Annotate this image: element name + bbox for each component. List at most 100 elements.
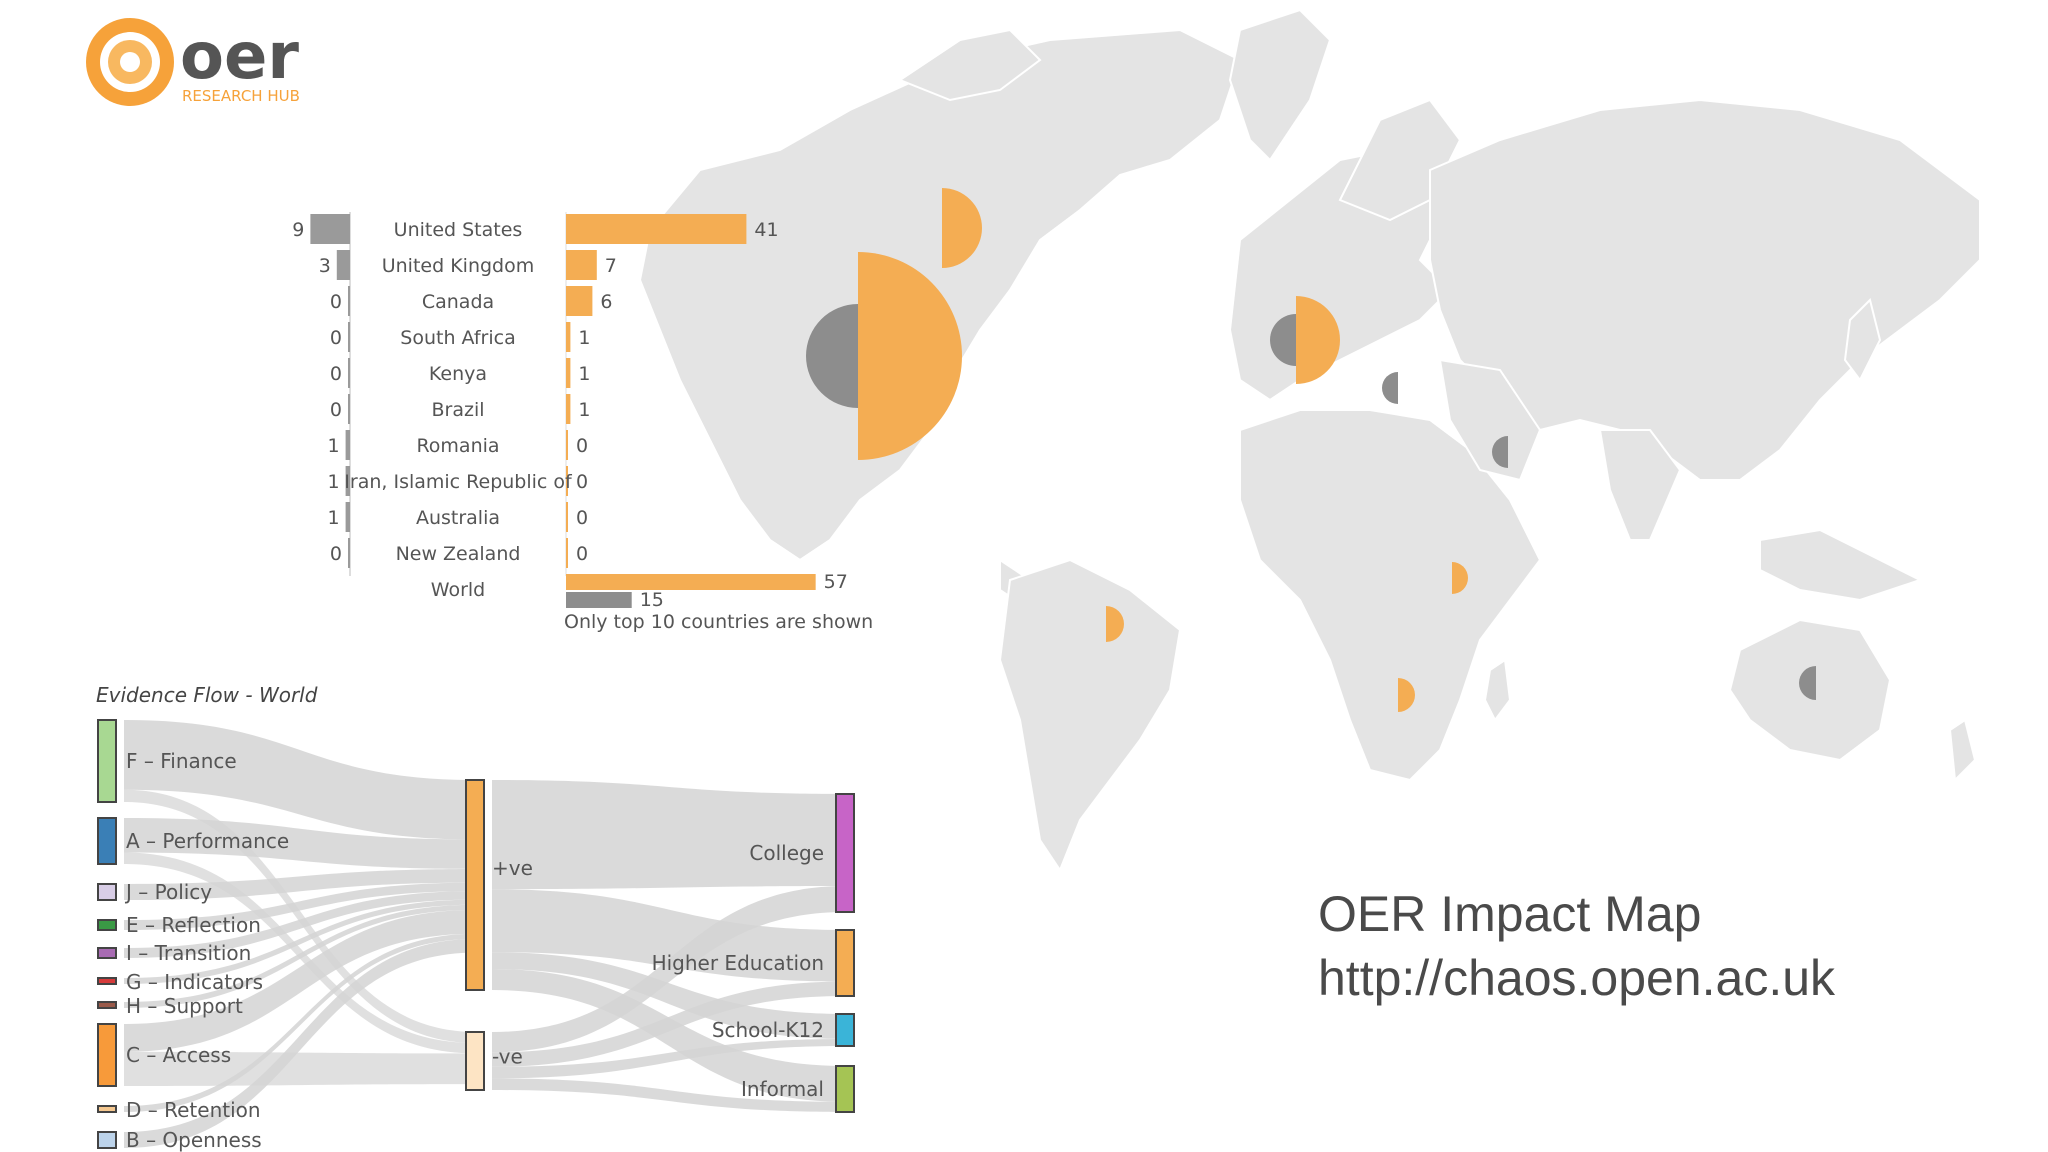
marker-uk-positive	[1296, 296, 1340, 384]
country-label: Kenya	[429, 363, 487, 385]
bar-negative	[345, 502, 350, 532]
sankey-target-node	[835, 1065, 855, 1113]
bar-positive	[566, 502, 568, 532]
value-label-negative: 0	[330, 363, 342, 385]
sankey-flow	[124, 891, 476, 958]
bar-negative	[348, 394, 350, 424]
sankey-middle-label: -ve	[492, 1044, 523, 1068]
sankey-source-node	[97, 817, 117, 865]
sankey-source-node	[97, 1023, 117, 1087]
sankey-flow	[492, 886, 846, 1053]
sankey-flow	[124, 1051, 476, 1086]
value-label-negative: 3	[319, 255, 331, 277]
bar-positive	[566, 358, 571, 388]
canada-arctic-islands	[897, 28, 1042, 102]
marker-australia-negative	[1799, 666, 1816, 700]
bar-negative	[348, 538, 350, 568]
country-label: United Kingdom	[382, 255, 535, 277]
sankey-flow	[124, 789, 476, 1044]
middle-east	[1438, 358, 1542, 482]
marker-iran-negative	[1492, 436, 1508, 468]
bar-positive	[566, 466, 568, 496]
sankey-title: Evidence Flow - World	[96, 683, 318, 707]
sankey-flow	[492, 969, 846, 1102]
sankey-nodes: F – Finance A – Performance J – Policy E – …	[97, 719, 855, 1152]
sankey-source-label: G – Indicators	[126, 970, 263, 994]
bar-positive	[566, 322, 571, 352]
sankey-source-node	[97, 883, 117, 901]
bar-chart-note: Only top 10 countries are shown	[564, 611, 873, 633]
sankey-source-label: I – Transition	[126, 941, 251, 965]
marker-kenya-positive	[1452, 562, 1468, 594]
sankey-flow	[492, 981, 846, 1067]
sankey-flow	[124, 909, 476, 1052]
country-label: Australia	[416, 507, 500, 529]
madagascar	[1483, 658, 1512, 722]
value-label-positive: 1	[578, 327, 590, 349]
marker-south-africa-positive	[1398, 678, 1415, 712]
value-label-positive: 6	[600, 291, 612, 313]
sankey-source-label: B – Openness	[126, 1128, 262, 1152]
value-label-positive: 41	[754, 219, 778, 241]
country-label: Iran, Islamic Republic of	[344, 471, 573, 493]
value-label-positive: 0	[576, 435, 588, 457]
value-label-positive: 1	[578, 363, 590, 385]
sankey-flow	[124, 904, 476, 1008]
sankey-target-node	[835, 793, 855, 913]
new-zealand	[1948, 718, 1977, 783]
marker-brazil-positive	[1106, 606, 1124, 642]
caption-block: OER Impact Map http://chaos.open.ac.uk	[1318, 882, 1835, 1010]
sankey-flow	[492, 780, 846, 890]
sankey-source-label: F – Finance	[126, 749, 237, 773]
sankey-source-node	[97, 1131, 117, 1149]
world-label: World	[431, 579, 485, 601]
south-america-landmass	[998, 558, 1182, 873]
value-label-negative: 0	[330, 327, 342, 349]
sankey-flow	[124, 720, 476, 840]
sun-icon	[86, 18, 174, 106]
caption-title: OER Impact Map	[1318, 886, 1702, 942]
value-label-negative: 0	[330, 399, 342, 421]
sankey-source-label: D – Retention	[126, 1098, 261, 1122]
oer-research-hub-logo: oer RESEARCH HUB	[86, 18, 300, 106]
world-bar-positive	[566, 574, 816, 590]
value-label-negative: 1	[328, 435, 340, 457]
bar-negative	[345, 430, 350, 460]
country-label: New Zealand	[396, 543, 521, 565]
bar-positive	[566, 538, 568, 568]
sankey-flow	[124, 852, 476, 1054]
sankey-flow	[492, 1038, 846, 1079]
sankey-flow	[124, 868, 476, 900]
sankey-source-label: C – Access	[126, 1043, 231, 1067]
sankey-source-label: H – Support	[126, 994, 243, 1018]
sankey-flow	[124, 882, 476, 930]
value-label-positive: 7	[605, 255, 617, 277]
marker-uk-negative	[1270, 314, 1296, 366]
value-label-negative: 1	[328, 507, 340, 529]
southeast-asia-islands	[1759, 528, 1923, 602]
bar-positive	[566, 430, 568, 460]
country-label: Romania	[416, 435, 499, 457]
sankey-source-node	[97, 977, 117, 985]
sankey-target-label: Higher Education	[652, 951, 824, 975]
marker-us-negative	[806, 304, 858, 408]
caption-url[interactable]: http://chaos.open.ac.uk	[1318, 950, 1836, 1006]
world-value-positive: 57	[824, 571, 848, 593]
greenland	[1228, 8, 1332, 162]
value-label-negative: 0	[330, 543, 342, 565]
world-value-negative: 15	[640, 589, 664, 611]
value-label-negative: 0	[330, 291, 342, 313]
bar-negative	[348, 286, 350, 316]
sankey-target-node	[835, 1013, 855, 1047]
sankey-middle-node	[465, 779, 485, 991]
bar-negative	[348, 358, 350, 388]
map-markers	[806, 188, 1816, 712]
bar-positive	[566, 394, 571, 424]
india	[1598, 429, 1682, 541]
africa-landmass	[1239, 409, 1542, 782]
sankey-middle-node	[465, 1031, 485, 1091]
logo-brand: oer	[180, 20, 299, 94]
marker-canada-positive	[942, 188, 982, 268]
